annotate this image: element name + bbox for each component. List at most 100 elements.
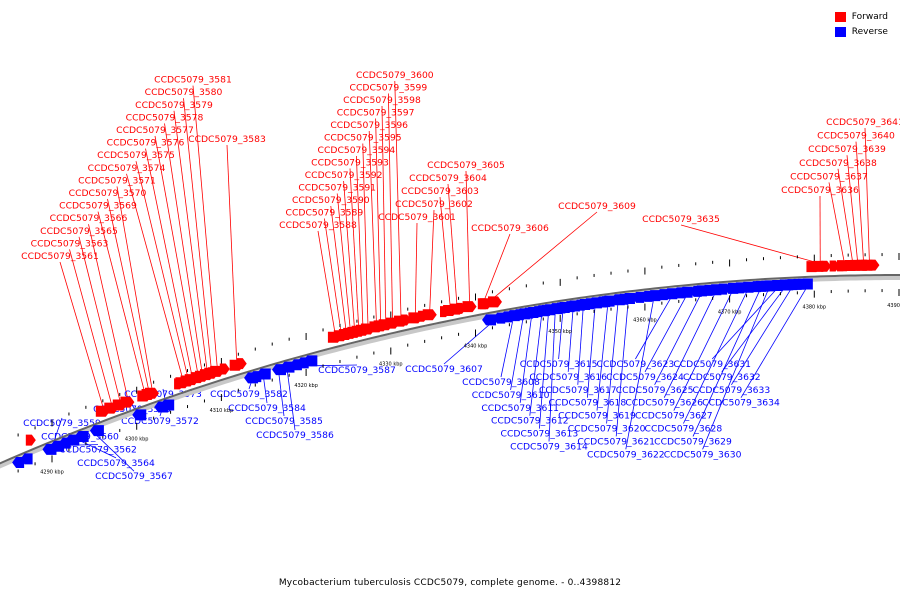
forward-gene[interactable]	[862, 259, 877, 271]
legend: Forward Reverse	[834, 9, 888, 39]
reverse-label-leader	[663, 294, 715, 398]
forward-gene[interactable]	[210, 365, 225, 377]
forward-label-leader	[183, 98, 212, 369]
reverse-gene[interactable]	[783, 279, 798, 291]
reverse-gene[interactable]	[724, 282, 739, 294]
reverse-gene[interactable]	[244, 372, 259, 384]
reverse-gene-label: CCDC5079_3582	[210, 389, 288, 400]
reverse-label-leader	[539, 314, 549, 429]
reverse-gene-label: CCDC5079_3634	[702, 398, 780, 409]
reverse-gene[interactable]	[692, 285, 707, 297]
forward-gene[interactable]	[462, 301, 477, 313]
forward-gene[interactable]	[144, 387, 159, 399]
reverse-gene-label: CCDC5079_3614	[510, 442, 588, 453]
reverse-gene[interactable]	[280, 361, 295, 373]
reverse-gene[interactable]	[739, 281, 754, 293]
tick-label: 4340 kbp	[464, 343, 488, 349]
forward-gene[interactable]	[422, 309, 437, 321]
reverse-gene[interactable]	[20, 453, 33, 465]
reverse-gene[interactable]	[600, 295, 615, 307]
reverse-gene[interactable]	[632, 291, 645, 303]
legend-label-forward: Forward	[851, 11, 888, 22]
reverse-gene-label: CCDC5079_3567	[95, 471, 173, 482]
tick-label: 4290 kbp	[40, 469, 64, 475]
forward-label-leader	[154, 135, 199, 373]
reverse-gene[interactable]	[256, 368, 271, 380]
forward-gene-label: CCDC5079_3588	[279, 220, 357, 231]
forward-gene-label: CCDC5079_3594	[318, 145, 396, 156]
reverse-gene[interactable]	[524, 306, 539, 318]
reverse-gene[interactable]	[482, 314, 497, 326]
forward-gene-label: CCDC5079_3580	[145, 87, 223, 98]
reverse-label-leader	[278, 374, 285, 417]
tick-label: 4310 kbp	[210, 408, 234, 414]
forward-label-leader	[855, 141, 864, 261]
forward-gene-label: CCDC5079_3565	[40, 226, 118, 237]
reverse-gene-label: CCDC5079_3632	[683, 372, 761, 383]
reverse-gene[interactable]	[663, 288, 678, 300]
forward-gene-label: CCDC5079_3575	[97, 150, 175, 161]
forward-gene-label: CCDC5079_3601	[378, 212, 456, 223]
forward-gene-label: CCDC5079_3589	[286, 208, 364, 219]
reverse-label-leader	[577, 309, 584, 385]
reverse-label-leader	[548, 313, 556, 442]
forward-label-leader	[324, 218, 342, 331]
reverse-gene-label: CCDC5079_3616	[529, 372, 607, 383]
forward-gene-label: CCDC5079_3604	[409, 173, 487, 184]
reverse-gene[interactable]	[798, 278, 813, 290]
reverse-gene[interactable]	[678, 286, 693, 298]
reverse-gene[interactable]	[132, 409, 147, 421]
reverse-gene[interactable]	[610, 294, 625, 306]
reverse-gene-label: CCDC5079_3631	[673, 359, 751, 370]
reverse-gene[interactable]	[646, 290, 661, 302]
reverse-gene[interactable]	[555, 301, 570, 313]
reverse-gene[interactable]	[576, 298, 591, 310]
forward-gene[interactable]	[393, 315, 408, 327]
forward-gene-label: CCDC5079_3635	[642, 214, 720, 225]
forward-gene-label: CCDC5079_3577	[116, 125, 194, 136]
reverse-gene[interactable]	[12, 456, 25, 468]
reverse-gene-label: CCDC5079_3626	[625, 398, 703, 409]
forward-gene-label: CCDC5079_3599	[350, 83, 428, 94]
reverse-gene-label: CCDC5079_3633	[693, 385, 771, 396]
reverse-gene[interactable]	[89, 425, 104, 437]
reverse-gene[interactable]	[160, 399, 175, 411]
forward-gene[interactable]	[25, 434, 36, 446]
forward-gene-label: CCDC5079_3579	[135, 100, 213, 111]
reverse-label-leader	[510, 318, 524, 390]
reverse-label-leader	[673, 293, 732, 411]
reverse-gene-label: CCDC5079_3586	[256, 430, 334, 441]
reverse-gene[interactable]	[620, 293, 635, 305]
reverse-gene-label: CCDC5079_3619	[558, 411, 636, 422]
reverse-gene[interactable]	[50, 440, 65, 452]
forward-gene[interactable]	[408, 312, 423, 324]
reverse-gene-label: CCDC5079_3584	[228, 403, 306, 414]
legend-item-forward: Forward	[834, 9, 888, 24]
reverse-gene[interactable]	[505, 310, 520, 322]
tick-label: 4300 kbp	[125, 437, 149, 443]
reverse-label-leader	[263, 378, 268, 404]
forward-label-leader	[828, 182, 845, 261]
forward-gene-label: CCDC5079_3636	[781, 185, 859, 196]
reverse-label-leader	[606, 304, 619, 424]
reverse-gene[interactable]	[707, 284, 722, 296]
reverse-gene-label: CCDC5079_3630	[664, 449, 742, 460]
forward-gene[interactable]	[229, 359, 244, 371]
forward-gene-label: CCDC5079_3574	[88, 163, 166, 174]
reverse-label-leader	[558, 312, 564, 360]
forward-gene[interactable]	[487, 296, 502, 308]
forward-gene[interactable]	[813, 260, 828, 272]
reverse-gene[interactable]	[303, 355, 318, 367]
reverse-gene[interactable]	[74, 430, 89, 442]
reverse-gene[interactable]	[565, 300, 580, 312]
forward-gene[interactable]	[120, 396, 135, 408]
reverse-gene[interactable]	[587, 297, 602, 309]
reverse-label-leader	[310, 364, 358, 367]
reverse-gene-label: CCDC5079_3585	[245, 416, 323, 427]
reverse-label-leader	[248, 382, 252, 390]
forward-gene[interactable]	[449, 303, 464, 315]
tick-label: 4330 kbp	[379, 362, 403, 368]
forward-label-leader	[173, 110, 208, 370]
reverse-labels: CCDC5079_3559CCDC5079_3560CCDC5079_3562C…	[23, 288, 807, 482]
